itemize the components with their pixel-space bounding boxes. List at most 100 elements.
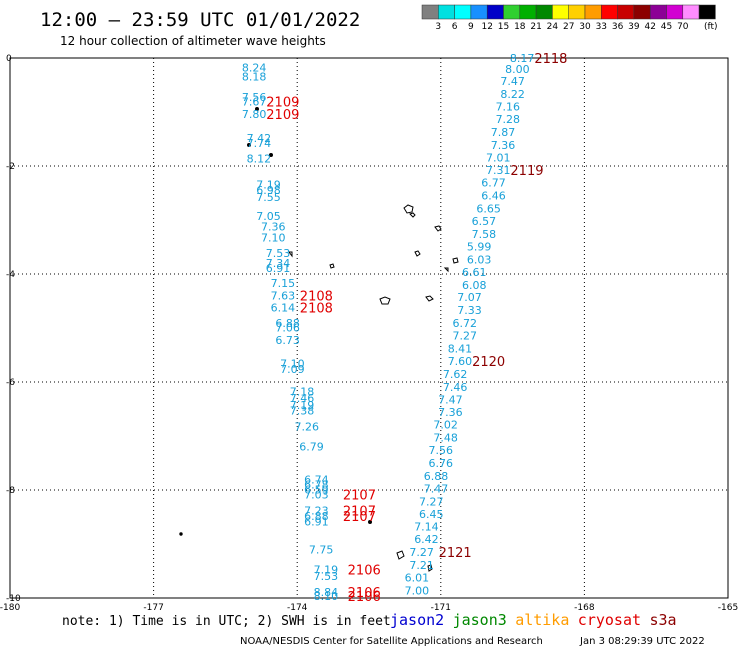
wave-height-value: 7.34 (266, 257, 291, 270)
wave-height-value: 7.42 (247, 132, 272, 145)
legend-label: 45 (661, 22, 672, 32)
pass-number-label: 2109 (266, 108, 299, 123)
island-outline (443, 267, 449, 273)
island-outline (434, 225, 442, 232)
color-legend: 3 6 9 12 15 18 21 24 27 30 33 36 39 42 45 70 (ft) (421, 4, 718, 32)
wave-height-value: 8.00 (505, 63, 530, 76)
island-dot (247, 143, 251, 147)
wave-height-value: 6.77 (481, 177, 506, 190)
island-outline (329, 263, 335, 269)
wave-height-value: 7.27 (452, 330, 477, 343)
wave-height-value: 6.79 (299, 440, 324, 453)
wave-height-value: 6.59 (304, 483, 329, 496)
latitude-tick-label: -2 (6, 162, 15, 172)
wave-height-value: 7.23 (304, 505, 329, 518)
longitude-ticks: -180 -177 -174 -171 -168 -165 (0, 603, 738, 613)
wave-height-value: 7.15 (271, 277, 296, 290)
pass-number-label: 2119 (510, 164, 543, 179)
wave-height-value: 7.87 (491, 126, 516, 139)
wave-height-value: 7.75 (309, 543, 334, 556)
pass-number-label: 2107 (343, 510, 376, 525)
wave-height-value: 7.01 (486, 151, 511, 164)
wave-height-values: 8.248.187.567.677.807.427.748.127.196.98… (242, 52, 535, 603)
pass-number-label: 2108 (300, 290, 333, 305)
legend-swatch (503, 4, 521, 20)
legend-swatch (698, 4, 716, 20)
wave-height-value: 6.88 (424, 470, 449, 483)
legend-label: 6 (452, 22, 458, 32)
legend-label: 18 (514, 22, 526, 32)
wave-height-value: 7.47 (438, 393, 463, 406)
wave-height-value: 6.01 (405, 571, 430, 584)
wave-height-value: 7.38 (290, 405, 315, 418)
wave-height-value: 7.33 (457, 304, 482, 317)
legend-label: 3 (435, 22, 441, 32)
wave-height-value: 6.72 (452, 317, 477, 330)
wave-height-value: 7.28 (496, 113, 521, 126)
latitude-tick-label: -4 (6, 270, 15, 280)
wave-height-value: 7.07 (457, 291, 482, 304)
wave-height-value: 7.27 (409, 546, 434, 559)
longitude-tick-label: -165 (718, 603, 738, 613)
wave-height-value: 7.53 (314, 570, 339, 583)
pass-number-label: 2121 (439, 546, 472, 561)
wave-height-value: 7.53 (266, 247, 291, 260)
island-outline (379, 296, 391, 305)
legend-label: 27 (563, 22, 574, 32)
wave-height-value: 7.10 (261, 231, 286, 244)
island-outlines (179, 107, 459, 572)
legend-swatch (552, 4, 569, 20)
wave-height-value: 7.47 (424, 482, 449, 495)
satellite-name: s3a (650, 611, 677, 629)
wave-height-value: 7.46 (443, 381, 468, 394)
wave-height-value: 5.99 (467, 240, 492, 253)
wave-height-value: 6.65 (476, 203, 501, 216)
longitude-tick-label: -177 (143, 603, 163, 613)
wave-height-value: 8.84 (314, 586, 339, 599)
pass-number-label: 2106 (348, 586, 381, 601)
latitude-tick-label: 0 (6, 54, 12, 64)
wave-height-value: 7.48 (433, 432, 458, 445)
wave-height-value: 8.12 (247, 152, 272, 165)
wave-height-value: 7.10 (280, 358, 305, 371)
island-dot (255, 107, 259, 111)
legend-swatch (666, 4, 684, 20)
wave-height-value: 6.57 (472, 215, 497, 228)
wave-height-value: 7.60 (448, 355, 473, 368)
island-outline (427, 564, 433, 572)
wave-height-value: 7.19 (290, 399, 315, 412)
satellite-name: jason2 (390, 611, 444, 629)
wave-height-value: 7.80 (242, 108, 267, 121)
wave-height-value: 7.05 (256, 210, 281, 223)
legend-swatch (454, 4, 472, 20)
island-outline (403, 204, 414, 214)
wave-height-value: 6.76 (429, 457, 454, 470)
legend-swatch (438, 4, 455, 20)
island-dot (179, 532, 183, 536)
pass-number-label: 2106 (348, 563, 381, 578)
legend-swatch (649, 4, 667, 20)
pass-number-label: 2107 (343, 488, 376, 503)
island-dot (269, 153, 273, 157)
legend-label: 39 (628, 22, 640, 32)
wave-height-value: 8.22 (500, 88, 525, 101)
pass-number-label: 2106 (348, 590, 381, 605)
satellite-name: altika (515, 611, 569, 629)
legend-swatch (421, 4, 439, 20)
wave-height-value: 8.10 (314, 590, 339, 603)
wave-height-value: 7.26 (295, 420, 320, 433)
wave-height-value: 6.91 (304, 515, 329, 528)
wave-height-value: 7.18 (290, 386, 315, 399)
wave-height-value: 6.08 (462, 279, 487, 292)
latitude-tick-label: -10 (6, 594, 21, 604)
pass-number-label: 2118 (534, 52, 567, 67)
latitude-tick-label: -8 (6, 486, 15, 496)
timestamp-text: Jan 3 08:29:39 UTC 2022 (579, 636, 705, 647)
island-outline (288, 251, 293, 258)
wave-height-value: 6.98 (256, 184, 281, 197)
wave-height-value: 6.03 (467, 253, 492, 266)
map-frame (9, 57, 729, 599)
legend-swatch (633, 4, 651, 20)
wave-height-value: 6.78 (304, 479, 329, 492)
pass-number-label: 2108 (300, 301, 333, 316)
